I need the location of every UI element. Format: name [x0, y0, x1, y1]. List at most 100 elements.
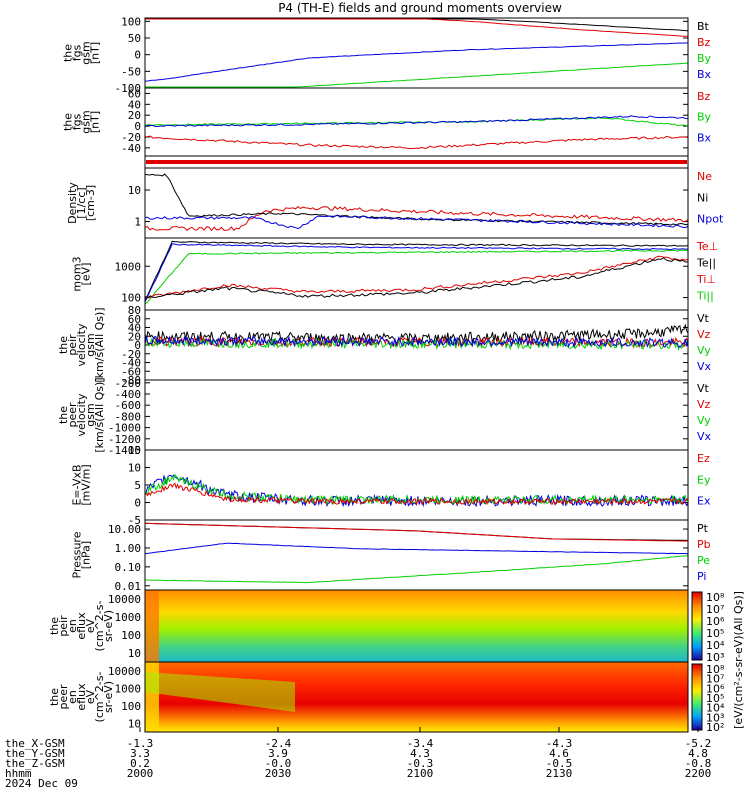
peir-eflux-ylabel-line: peir: [57, 615, 70, 637]
colorbar-label: 10³: [706, 711, 724, 724]
peer-eflux-ylabel-line: eV: [84, 689, 97, 704]
peer-eflux-tick-label: 10000: [108, 665, 141, 678]
density-tick-label: 1: [134, 216, 141, 229]
peir-eflux-ylabel-line: (cm^2-s-: [93, 601, 106, 652]
x-row-label: 2024 Dec 09: [5, 777, 78, 790]
peer-velocity-ylabel-line: [km/s(All Qs)]: [93, 377, 106, 452]
peer-eflux-ylabel-line: eflux: [75, 683, 88, 711]
x-col-hhmm: 2030: [265, 767, 292, 780]
pressure-tick-label: 0.10: [115, 561, 142, 574]
temperature-legend-Te⊥: Te⊥: [696, 240, 718, 253]
peer-velocity-tick-label: -1000: [108, 422, 141, 435]
trace-Pi: [144, 542, 689, 555]
plot-title: P4 (TH-E) fields and ground moments over…: [278, 1, 562, 15]
peer-velocity-ylabel-line: the: [57, 406, 70, 424]
x-col-Z: -0.8: [685, 757, 712, 770]
efield-tick-label: 5: [134, 479, 141, 492]
pressure-tick-label: 0.01: [115, 580, 142, 593]
trace-Pb: [144, 522, 689, 542]
density-traces: [144, 173, 689, 232]
fgs-gsm-detail-tick-label: 20: [128, 109, 141, 122]
peir-velocity-tick-label: 20: [128, 330, 141, 343]
peer-velocity-ylabel-line: gsm: [84, 403, 97, 426]
trace-Te-perp: [144, 243, 689, 303]
trace-Bz: [145, 18, 689, 37]
peer-eflux-green-wedge: [145, 672, 295, 712]
peir-velocity-legend-Vz: Vz: [697, 328, 711, 341]
trace-By: [145, 62, 689, 88]
fgs-gsm-tick-label: 100: [121, 15, 141, 28]
peir-velocity-legend-Vy: Vy: [697, 344, 711, 357]
fgs-gsm-detail-legend-Bz: Bz: [697, 90, 711, 103]
peer-velocity-tick-label: -1400: [108, 444, 141, 457]
peir-eflux-tick-label: 100: [121, 629, 141, 642]
fgs-gsm-tick-label: -50: [121, 65, 141, 78]
peer-eflux-traces: [145, 662, 688, 732]
peer-velocity-tick-label: -600: [115, 399, 142, 412]
fgs-gsm-detail-ylabel-line: fgs: [71, 113, 84, 130]
density-tick-label: 10: [128, 184, 141, 197]
trace-Bx: [144, 42, 689, 82]
colorbar-label: 10⁶: [706, 682, 725, 695]
panel-density: Density[1/cc][cm-3] 10 1 Ne Ni Npot: [66, 167, 724, 239]
density-legend-Npot: Npot: [697, 213, 724, 226]
peir-eflux-ylabel-line: en: [66, 619, 79, 633]
density-ylabel-line: Density: [66, 182, 79, 224]
fgs-gsm-legend-Bt: Bt: [697, 20, 710, 33]
density-ylabel-line: [1/cc]: [75, 187, 88, 218]
x-col-hhmm: 2000: [127, 767, 154, 780]
efield-ylabel-line: E=-VxB: [71, 464, 84, 505]
temperature-legend-Ti⊥: Ti⊥: [696, 273, 716, 286]
x-col-Z: -0.0: [265, 757, 292, 770]
pressure-legend-Pt: Pt: [697, 522, 709, 535]
peir-velocity-tick-label: 0: [134, 339, 141, 352]
fgs-gsm-detail-ylabel-line: [nT]: [89, 111, 102, 133]
fgs-gsm-detail-legend-By: By: [697, 111, 712, 124]
fgs-gsm-tick-label: 0: [134, 49, 141, 62]
density-ylabel-line: [cm-3]: [84, 185, 97, 221]
x-col-X: -2.4: [265, 737, 292, 750]
peir-eflux-traces: [145, 590, 688, 662]
efield-legend-Ex: Ex: [697, 495, 711, 508]
temperature-ylabel-line: mom3: [71, 256, 84, 291]
peir-velocity-tick-label: -80: [121, 374, 141, 387]
peer-velocity-legend-Vz: Vz: [697, 398, 711, 411]
fgs-gsm-detail-legend-Bx: Bx: [697, 131, 712, 144]
flag-bar-fill: [146, 160, 687, 164]
colorbar-label: 10⁷: [706, 603, 724, 616]
peir-eflux-left-feature: [145, 590, 159, 662]
fgs-gsm-tick-label: 50: [128, 32, 141, 45]
pressure-traces: [144, 522, 689, 584]
peir-velocity-tick-label: 40: [128, 322, 141, 335]
fgs-gsm-traces: [144, 18, 689, 88]
fgs-gsm-detail-ylabel-line: the: [62, 113, 75, 131]
peir-eflux-tick-label: 1000: [115, 611, 142, 624]
temperature-ylabel-line: [eV]: [80, 263, 93, 286]
trace-Ne: [144, 205, 689, 232]
peir-velocity-ylabel-line: peir: [66, 334, 79, 356]
x-col-Z: -0.5: [546, 757, 573, 770]
x-row-label: the_Z-GSM: [5, 757, 65, 770]
peir-eflux-ylabel-line: the: [48, 617, 61, 635]
peir-velocity-tick-label: -40: [121, 357, 141, 370]
peer-eflux-tick-label: 100: [121, 700, 141, 713]
panels-group: thefgsgsm[nT]100500-50-100BtBzByBxthefgs…: [48, 15, 724, 733]
peer-eflux-frame: [144, 661, 689, 733]
trace-Ti-par: [144, 249, 689, 305]
fgs-gsm-legend-Bz: Bz: [697, 36, 711, 49]
x-col-X: -1.3: [127, 737, 154, 750]
colorbar-label: 10⁸: [706, 663, 725, 676]
trace-Te-par: [144, 240, 689, 301]
peer-eflux-tick-label: 10: [128, 717, 141, 730]
peir-eflux-tick-label: 10: [128, 647, 141, 660]
x-col-X: -5.2: [685, 737, 712, 750]
colorbar-label: 10⁴: [706, 702, 725, 715]
x-col-X: -3.4: [407, 737, 434, 750]
trace-Vy: [144, 337, 689, 351]
